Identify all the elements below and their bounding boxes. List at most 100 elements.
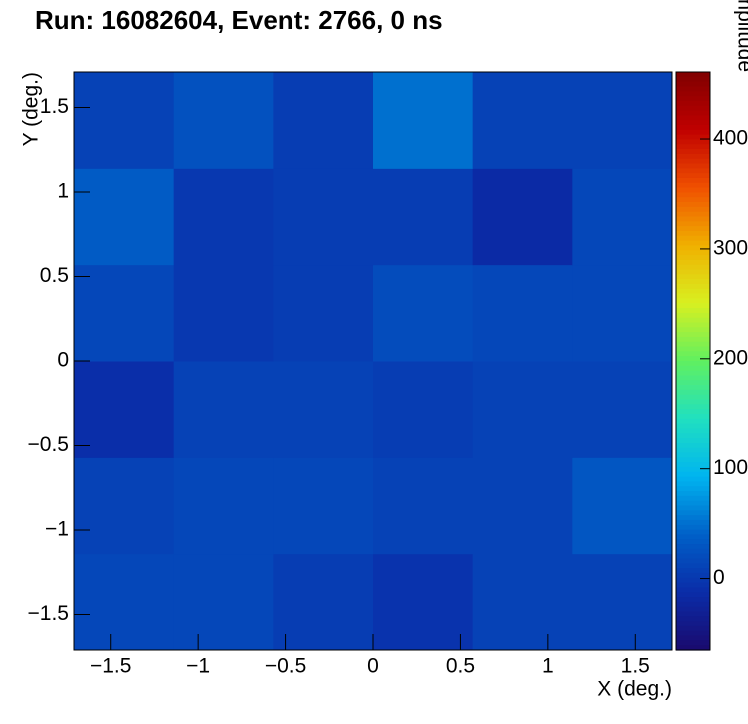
- colorbar-step: [676, 404, 710, 410]
- x-tick-label: 1: [542, 655, 554, 678]
- heatmap-cell: [472, 168, 573, 266]
- colorbar-step: [676, 544, 710, 550]
- colorbar-step: [676, 134, 710, 141]
- colorbar-step: [676, 182, 710, 189]
- heatmap-cell: [173, 361, 274, 458]
- heatmap-cell: [572, 553, 673, 651]
- colorbar-step: [676, 500, 710, 507]
- colorbar-step: [676, 433, 710, 439]
- colorbar-step: [676, 548, 710, 555]
- colorbar-step: [676, 226, 710, 232]
- colorbar-step: [676, 611, 710, 617]
- colorbar-step: [676, 91, 710, 97]
- colorbar-step: [676, 505, 710, 511]
- heatmap-cell: [472, 72, 573, 169]
- colorbar-step: [676, 519, 710, 526]
- colorbar-step: [676, 124, 710, 131]
- heatmap-cell: [273, 457, 374, 555]
- colorbar-step: [676, 635, 710, 641]
- colorbar-step: [676, 563, 710, 569]
- colorbar-step: [676, 529, 710, 535]
- chart-title: Run: 16082604, Event: 2766, 0 ns: [35, 5, 443, 35]
- colorbar-step: [676, 389, 710, 396]
- colorbar-step: [676, 380, 710, 386]
- colorbar-step: [676, 645, 710, 651]
- colorbar-step: [676, 452, 710, 458]
- y-tick-label: 0: [57, 349, 69, 372]
- colorbar-step: [676, 625, 710, 632]
- heatmap-cell: [273, 361, 374, 458]
- y-tick-label: −0.5: [28, 433, 69, 456]
- colorbar-step: [676, 491, 710, 497]
- colorbar-step: [676, 375, 710, 381]
- heatmap-cell: [572, 361, 673, 458]
- y-tick-label: −1.5: [28, 602, 69, 625]
- colorbar-step: [676, 76, 710, 83]
- colorbar-step: [676, 438, 710, 444]
- colorbar-step: [676, 283, 710, 290]
- colorbar-step: [676, 553, 710, 560]
- heatmap-cell: [74, 264, 175, 362]
- colorbar-step: [676, 640, 710, 646]
- colorbar-step: [676, 144, 710, 150]
- colorbar-step: [676, 346, 710, 352]
- colorbar-step: [676, 462, 710, 468]
- colorbar-step: [676, 308, 710, 314]
- heatmap-cell: [373, 553, 474, 651]
- colorbar-step: [676, 211, 710, 218]
- colorbar-step: [676, 168, 710, 174]
- colorbar-step: [676, 606, 710, 613]
- colorbar-step: [676, 279, 710, 285]
- colorbar-step: [676, 317, 710, 324]
- heatmap-cell: [273, 264, 374, 362]
- colorbar-step: [676, 587, 710, 593]
- heatmap-cell: [173, 168, 274, 266]
- heatmap-cell: [74, 168, 175, 266]
- heatmap-cell: [74, 553, 175, 651]
- colorbar-step: [676, 303, 710, 309]
- heatmap-cell: [373, 168, 474, 266]
- colorbar-step: [676, 149, 710, 155]
- heatmap-cell: [472, 553, 573, 651]
- x-tick-label: −0.5: [265, 655, 306, 678]
- colorbar-step: [676, 235, 710, 242]
- colorbar-step: [676, 105, 710, 112]
- colorbar-step: [676, 298, 710, 304]
- y-tick-label: 0.5: [40, 264, 69, 287]
- z-tick-label: 100: [713, 456, 748, 479]
- colorbar-step: [676, 187, 710, 194]
- colorbar-step: [676, 240, 710, 246]
- colorbar-step: [676, 399, 710, 405]
- z-tick-label: 400: [713, 127, 748, 150]
- colorbar-step: [676, 255, 710, 261]
- colorbar-step: [676, 250, 710, 256]
- colorbar-step: [676, 370, 710, 377]
- heatmap-cell: [273, 72, 374, 169]
- colorbar-step: [676, 457, 710, 463]
- colorbar-step: [676, 558, 710, 564]
- colorbar-step: [676, 274, 710, 280]
- heatmap-cell: [472, 361, 573, 458]
- heatmap-cell: [373, 72, 474, 169]
- heatmap-cell: [74, 361, 175, 458]
- colorbar-step: [676, 81, 710, 88]
- colorbar-step: [676, 510, 710, 516]
- colorbar-step: [676, 423, 710, 430]
- colorbar-step: [676, 442, 710, 449]
- colorbar-step: [676, 139, 710, 145]
- colorbar-step: [676, 572, 710, 579]
- x-tick-label: −1.5: [90, 655, 131, 678]
- heatmap-cell: [173, 72, 274, 169]
- x-tick-label: 1.5: [621, 655, 650, 678]
- colorbar-step: [676, 96, 710, 102]
- z-tick-label: 200: [713, 346, 748, 369]
- colorbar-step: [676, 351, 710, 357]
- colorbar-step: [676, 418, 710, 425]
- colorbar-step: [676, 466, 710, 473]
- colorbar-step: [676, 206, 710, 213]
- colorbar-step: [676, 269, 710, 275]
- colorbar-step: [676, 621, 710, 627]
- colorbar-step: [676, 336, 710, 343]
- colorbar-step: [676, 409, 710, 415]
- colorbar-step: [676, 534, 710, 540]
